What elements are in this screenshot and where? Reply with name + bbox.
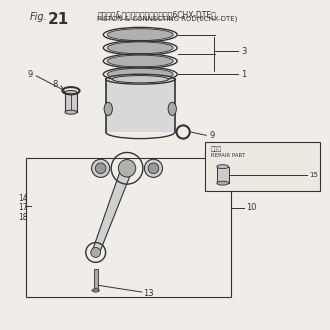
Text: 17: 17 — [18, 203, 28, 213]
Text: 13: 13 — [144, 289, 154, 298]
FancyBboxPatch shape — [65, 92, 77, 112]
Ellipse shape — [145, 159, 162, 178]
Text: REPAIR PART: REPAIR PART — [211, 153, 245, 158]
Circle shape — [118, 160, 136, 177]
Ellipse shape — [104, 102, 112, 115]
Ellipse shape — [92, 159, 110, 178]
Ellipse shape — [168, 102, 177, 115]
Ellipse shape — [106, 74, 175, 84]
Text: PISTON & CONNECTING ROD(6CHX-DTE): PISTON & CONNECTING ROD(6CHX-DTE) — [97, 16, 238, 22]
Bar — [94, 269, 98, 289]
Ellipse shape — [107, 29, 173, 41]
Text: 9: 9 — [210, 131, 215, 141]
Bar — [205, 142, 320, 191]
Polygon shape — [92, 168, 133, 252]
Ellipse shape — [65, 90, 77, 94]
Ellipse shape — [65, 110, 77, 114]
Text: 補用品: 補用品 — [211, 147, 222, 152]
Ellipse shape — [107, 55, 173, 67]
Text: 10: 10 — [246, 203, 256, 213]
Text: 1: 1 — [241, 70, 246, 79]
Ellipse shape — [107, 42, 173, 54]
Circle shape — [91, 248, 101, 257]
Bar — [26, 158, 231, 297]
Ellipse shape — [148, 163, 159, 174]
Text: Fig.: Fig. — [30, 12, 48, 21]
Text: 8: 8 — [52, 80, 58, 89]
Text: 15: 15 — [310, 172, 318, 178]
Text: 9: 9 — [28, 70, 33, 80]
Ellipse shape — [92, 289, 99, 292]
Text: 18: 18 — [18, 213, 28, 222]
Ellipse shape — [112, 76, 168, 83]
Ellipse shape — [107, 68, 173, 80]
Text: ピストン&コネクティングロッド（6CHX-DTE）: ピストン&コネクティングロッド（6CHX-DTE） — [97, 11, 216, 19]
FancyBboxPatch shape — [106, 79, 175, 132]
Text: 14: 14 — [18, 194, 28, 203]
Bar — [217, 167, 229, 183]
Ellipse shape — [217, 181, 229, 185]
Ellipse shape — [217, 165, 229, 169]
Ellipse shape — [95, 163, 106, 174]
Text: 3: 3 — [241, 47, 246, 56]
Text: 21: 21 — [48, 12, 69, 27]
